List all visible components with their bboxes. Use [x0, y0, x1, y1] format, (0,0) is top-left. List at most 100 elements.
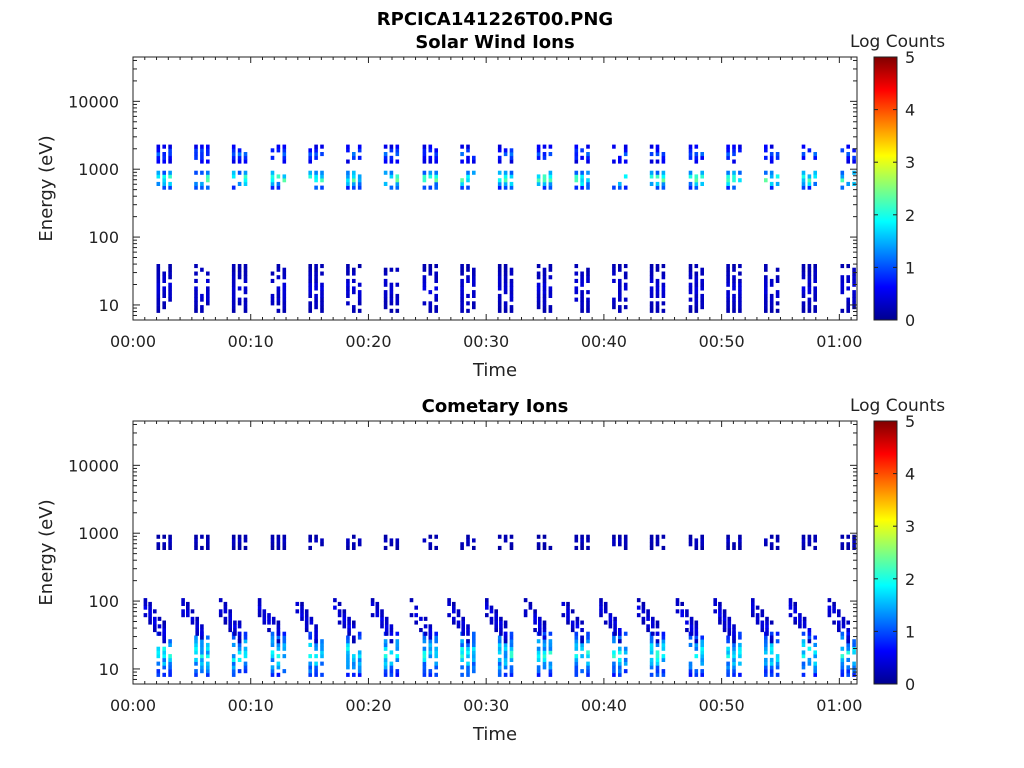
data-cell [548, 152, 553, 157]
data-cell [270, 657, 275, 662]
data-cell [270, 185, 275, 190]
data-cell [472, 290, 476, 295]
data-cell [168, 545, 172, 550]
data-cell [270, 642, 275, 647]
data-cell [228, 624, 232, 629]
data-cell [775, 275, 780, 280]
data-cell [726, 661, 730, 666]
data-cell [726, 672, 730, 677]
data-cell [726, 144, 730, 149]
data-cell [586, 308, 590, 313]
data-cell [276, 308, 281, 313]
data-cell [389, 624, 394, 629]
data-cell [352, 545, 356, 550]
data-cell [586, 639, 590, 644]
data-cell [428, 534, 433, 539]
data-cell [380, 609, 384, 614]
data-cell [837, 628, 841, 633]
data-cell [542, 635, 547, 640]
data-cell [156, 278, 161, 283]
data-cell [688, 271, 693, 276]
data-cell [718, 616, 722, 621]
data-cell [586, 669, 590, 674]
data-cell [732, 665, 736, 670]
data-cell [713, 598, 717, 603]
data-cell [434, 661, 438, 666]
data-cell [282, 290, 287, 295]
data-cell [840, 661, 845, 666]
data-cell [846, 181, 850, 186]
data-cell [575, 620, 580, 625]
data-cell [200, 308, 204, 313]
data-cell [243, 545, 248, 550]
data-cell [649, 170, 654, 175]
data-cell [300, 613, 304, 618]
data-cell [580, 654, 584, 659]
data-cell [320, 650, 324, 655]
data-cell [846, 672, 850, 677]
data-cell [190, 616, 195, 621]
data-cell [200, 297, 204, 302]
data-cell [574, 665, 579, 670]
data-cell [509, 657, 514, 662]
data-cell [308, 271, 312, 276]
data-cell [206, 642, 210, 647]
data-cell [466, 542, 470, 547]
data-cell [574, 185, 579, 190]
data-cell [314, 170, 318, 175]
data-cell [846, 305, 850, 310]
data-cell [769, 293, 774, 298]
data-cell [485, 613, 489, 618]
data-cell [509, 305, 514, 310]
data-cell [282, 642, 287, 647]
data-cell [661, 275, 666, 280]
data-cell [383, 170, 388, 175]
data-cell [243, 661, 248, 666]
data-cell [466, 672, 470, 677]
data-cell [357, 631, 362, 636]
data-cell [422, 152, 427, 157]
data-cell [262, 620, 267, 625]
data-cell [428, 628, 433, 633]
data-cell [760, 609, 765, 614]
data-cell [395, 542, 400, 547]
data-cell [509, 654, 514, 659]
data-cell [497, 545, 502, 550]
data-cell [688, 185, 693, 190]
data-cell [395, 148, 400, 153]
data-cell [548, 650, 553, 655]
data-cell [270, 278, 275, 283]
data-cell [295, 609, 300, 614]
data-cell [649, 635, 654, 640]
data-cell [840, 665, 845, 670]
data-cell [536, 271, 541, 276]
data-cell [270, 654, 275, 659]
data-cell [346, 654, 350, 659]
data-cell [700, 642, 704, 647]
data-cell [846, 301, 850, 306]
data-cell [276, 542, 281, 547]
data-cell [846, 642, 850, 647]
x-tick-label: 00:50 [699, 696, 745, 715]
data-cell [195, 628, 199, 633]
data-cell [623, 185, 628, 190]
data-cell [194, 181, 198, 186]
data-cell [775, 639, 780, 644]
data-cell [282, 631, 287, 636]
data-cell [694, 159, 699, 164]
data-cell [509, 148, 514, 153]
data-cell [346, 642, 350, 647]
data-cell [395, 181, 400, 186]
data-cell [276, 654, 281, 659]
data-cell [548, 631, 553, 636]
data-cell [618, 278, 622, 283]
data-cell [156, 534, 161, 539]
data-cell [497, 278, 502, 283]
data-cell [304, 620, 309, 625]
data-cell [852, 665, 856, 670]
data-cell [231, 271, 236, 276]
data-cell [308, 538, 312, 543]
data-cell [300, 616, 304, 621]
data-cell [801, 301, 806, 306]
data-cell [156, 152, 161, 157]
